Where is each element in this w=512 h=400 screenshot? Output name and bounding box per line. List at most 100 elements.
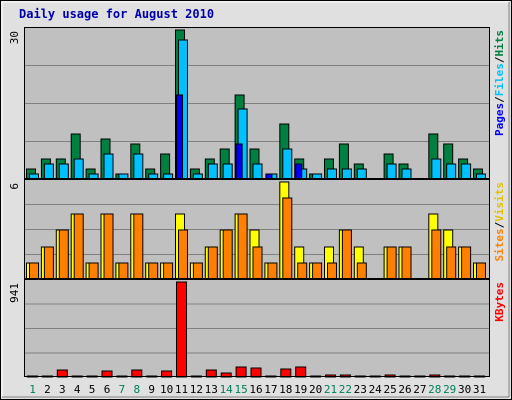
day-label: 20 xyxy=(309,383,322,396)
bar-sites xyxy=(103,213,114,280)
bar-kbytes xyxy=(205,369,217,378)
bar-kbytes xyxy=(250,367,262,378)
legend-files: Files xyxy=(493,63,506,96)
bar-sites xyxy=(178,229,188,280)
day-label: 30 xyxy=(458,383,471,396)
legend-sites: Sites xyxy=(493,228,506,261)
day-label: 16 xyxy=(249,383,262,396)
day-label: 4 xyxy=(74,383,81,396)
day-label: 25 xyxy=(383,383,396,396)
bar-sites xyxy=(461,246,472,280)
day-label: 9 xyxy=(148,383,155,396)
bar-files xyxy=(207,163,218,180)
bar-sites xyxy=(237,213,248,280)
day-label: 17 xyxy=(264,383,277,396)
day-label: 27 xyxy=(413,383,426,396)
day-label: 10 xyxy=(160,383,173,396)
day-label: 15 xyxy=(234,383,247,396)
bar-sites xyxy=(73,213,84,280)
bar-sites xyxy=(58,229,69,280)
bar-kbytes xyxy=(280,368,292,378)
legend-separator: / xyxy=(493,221,506,228)
bar-sites xyxy=(163,262,174,280)
day-label: 18 xyxy=(279,383,292,396)
day-label: 19 xyxy=(294,383,307,396)
bar-kbytes xyxy=(131,369,143,378)
legend: KBytes xyxy=(493,282,506,322)
bar-sites xyxy=(252,246,263,280)
bar-kbytes xyxy=(235,366,247,378)
x-axis-day-labels: 1 2 3 4 5 6 7 8 9 10 11 12 13 14 15 16 17 18 19 20 21 22 23 24 2… xyxy=(29,383,486,396)
bar-files xyxy=(431,158,442,180)
legend: Sites/Visits xyxy=(493,182,506,262)
bar-sites xyxy=(207,246,218,280)
bar-sites xyxy=(401,246,412,280)
bar-sites xyxy=(431,229,442,280)
bar-sites xyxy=(327,262,337,280)
legend-hits: Hits xyxy=(493,30,506,57)
bar-files xyxy=(341,168,352,180)
day-label: 22 xyxy=(339,383,352,396)
bar-files xyxy=(446,163,457,180)
day-label: 31 xyxy=(473,383,486,396)
bar-files xyxy=(327,168,337,180)
legend-visits: Visits xyxy=(493,182,506,222)
bar-sites xyxy=(386,246,397,280)
legend-pages: Pages xyxy=(493,103,506,136)
bar-sites xyxy=(88,262,99,280)
bar-pages xyxy=(235,143,243,180)
bar-files xyxy=(356,168,367,180)
bar-kbytes xyxy=(295,366,307,378)
day-label: 6 xyxy=(104,383,111,396)
bar-sites xyxy=(148,262,159,280)
bar-files xyxy=(401,168,412,180)
bar-sites xyxy=(446,246,457,280)
bar-files xyxy=(73,158,84,180)
bar-sites xyxy=(43,246,54,280)
bar-pages xyxy=(176,94,183,180)
y-max-label: 30 xyxy=(8,31,21,44)
panel-border xyxy=(24,179,490,279)
day-label: 26 xyxy=(398,383,411,396)
day-label: 12 xyxy=(190,383,203,396)
visits_panel: 6 Sites/Visits xyxy=(8,179,506,280)
bar-sites xyxy=(29,262,39,280)
bar-sites xyxy=(282,197,293,280)
bar-pages xyxy=(295,163,303,180)
day-label: 21 xyxy=(324,383,337,396)
day-label: 2 xyxy=(44,383,51,396)
bar-sites xyxy=(476,262,486,280)
bar-sites xyxy=(312,262,323,280)
legend-separator: / xyxy=(493,96,506,103)
day-label: 11 xyxy=(175,383,188,396)
bar-files xyxy=(58,163,69,180)
bar-files xyxy=(252,163,263,180)
bar-sites xyxy=(133,213,144,280)
y-max-label: 941 xyxy=(8,283,21,303)
bar-files xyxy=(103,153,114,180)
day-label: 13 xyxy=(205,383,218,396)
bar-sites xyxy=(222,229,233,280)
bar-files xyxy=(222,163,233,180)
bar-sites xyxy=(118,262,129,280)
bar-sites xyxy=(341,229,352,280)
bar-sites xyxy=(356,262,367,280)
day-label: 24 xyxy=(369,383,383,396)
bar-kbytes xyxy=(176,281,187,378)
bar-kbytes xyxy=(56,369,68,378)
day-label: 1 xyxy=(29,383,36,396)
bar-files xyxy=(386,163,397,180)
chart-title: Daily usage for August 2010 xyxy=(19,7,214,21)
legend-kbytes: KBytes xyxy=(493,282,506,322)
bar-files xyxy=(43,163,54,180)
day-label: 5 xyxy=(89,383,96,396)
bar-files xyxy=(461,163,472,180)
day-label: 8 xyxy=(133,383,140,396)
kbytes_panel: 941 KBytes xyxy=(8,279,506,378)
bar-sites xyxy=(192,262,203,280)
bar-files xyxy=(133,153,144,180)
